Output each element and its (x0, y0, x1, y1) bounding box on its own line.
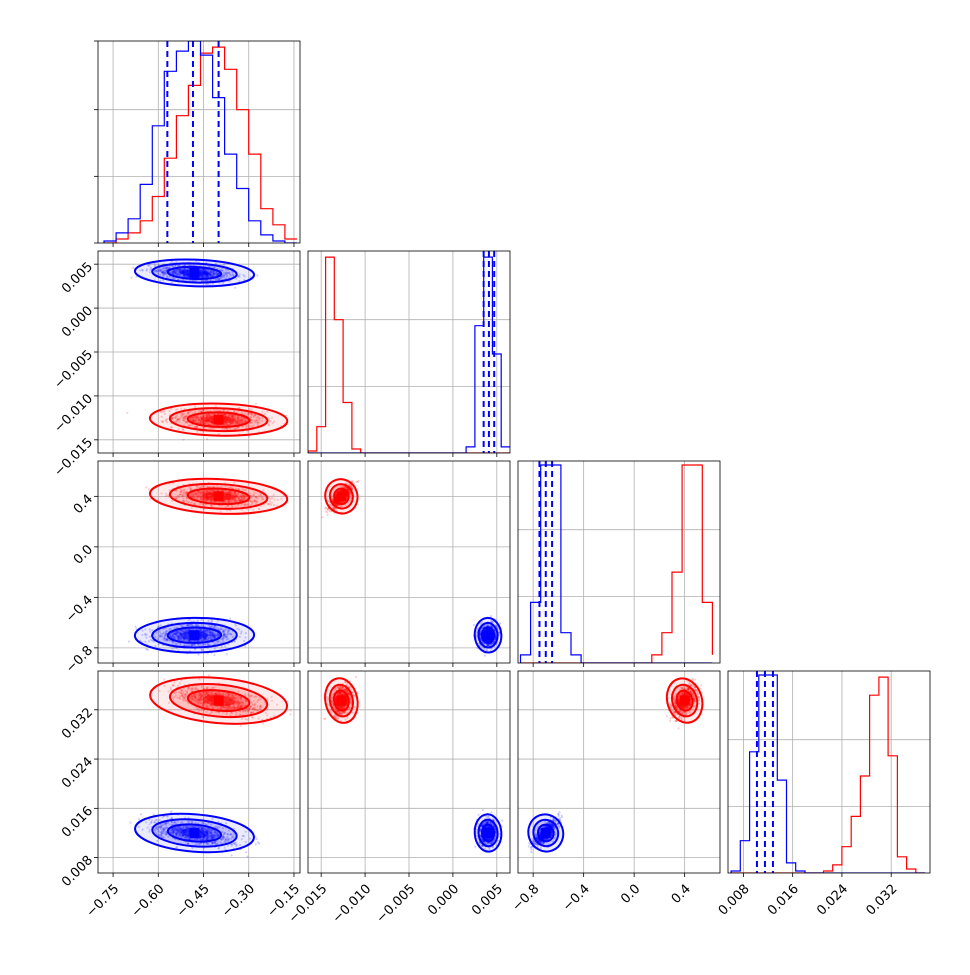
scatter-point (213, 654, 215, 656)
scatter-point (145, 486, 147, 488)
scatter-point (130, 277, 132, 279)
scatter-point (226, 653, 228, 655)
histogram-red (104, 47, 297, 243)
scatter-point (183, 439, 185, 441)
scatter-point (128, 640, 130, 642)
density-peak-red (214, 415, 224, 425)
panel-1-1 (308, 251, 510, 457)
panel-content (126, 258, 288, 441)
scatter-point (352, 481, 354, 483)
scatter-point (234, 287, 236, 289)
panel-frame (98, 41, 300, 243)
scatter-point (135, 626, 137, 628)
scatter-point (132, 267, 134, 269)
scatter-point (197, 654, 199, 656)
panel-1-0 (94, 251, 300, 457)
panel-content (104, 41, 297, 243)
scatter-point (358, 480, 360, 482)
density-peak-red (214, 491, 224, 501)
density-peak-red (336, 491, 346, 501)
scatter-point (149, 498, 151, 500)
scatter-point (244, 645, 246, 647)
scatter-point (206, 438, 208, 440)
panel-2-1 (308, 461, 510, 667)
panel-0-0 (94, 41, 300, 247)
panel-content (321, 475, 503, 657)
scatter-point (327, 514, 329, 516)
panel-content (128, 476, 302, 656)
scatter-point (325, 507, 327, 509)
density-peak-blue (189, 268, 199, 278)
scatter-point (255, 403, 257, 405)
scatter-point (229, 618, 231, 620)
scatter-point (126, 412, 128, 414)
scatter-point (325, 511, 327, 513)
density-peak-blue (189, 630, 199, 640)
scatter-point (147, 649, 149, 651)
panel-2-0 (94, 461, 302, 667)
scatter-point (256, 274, 258, 276)
scatter-point (321, 516, 323, 518)
scatter-point (248, 436, 250, 438)
scatter-point (148, 488, 150, 490)
scatter-point (490, 615, 492, 617)
